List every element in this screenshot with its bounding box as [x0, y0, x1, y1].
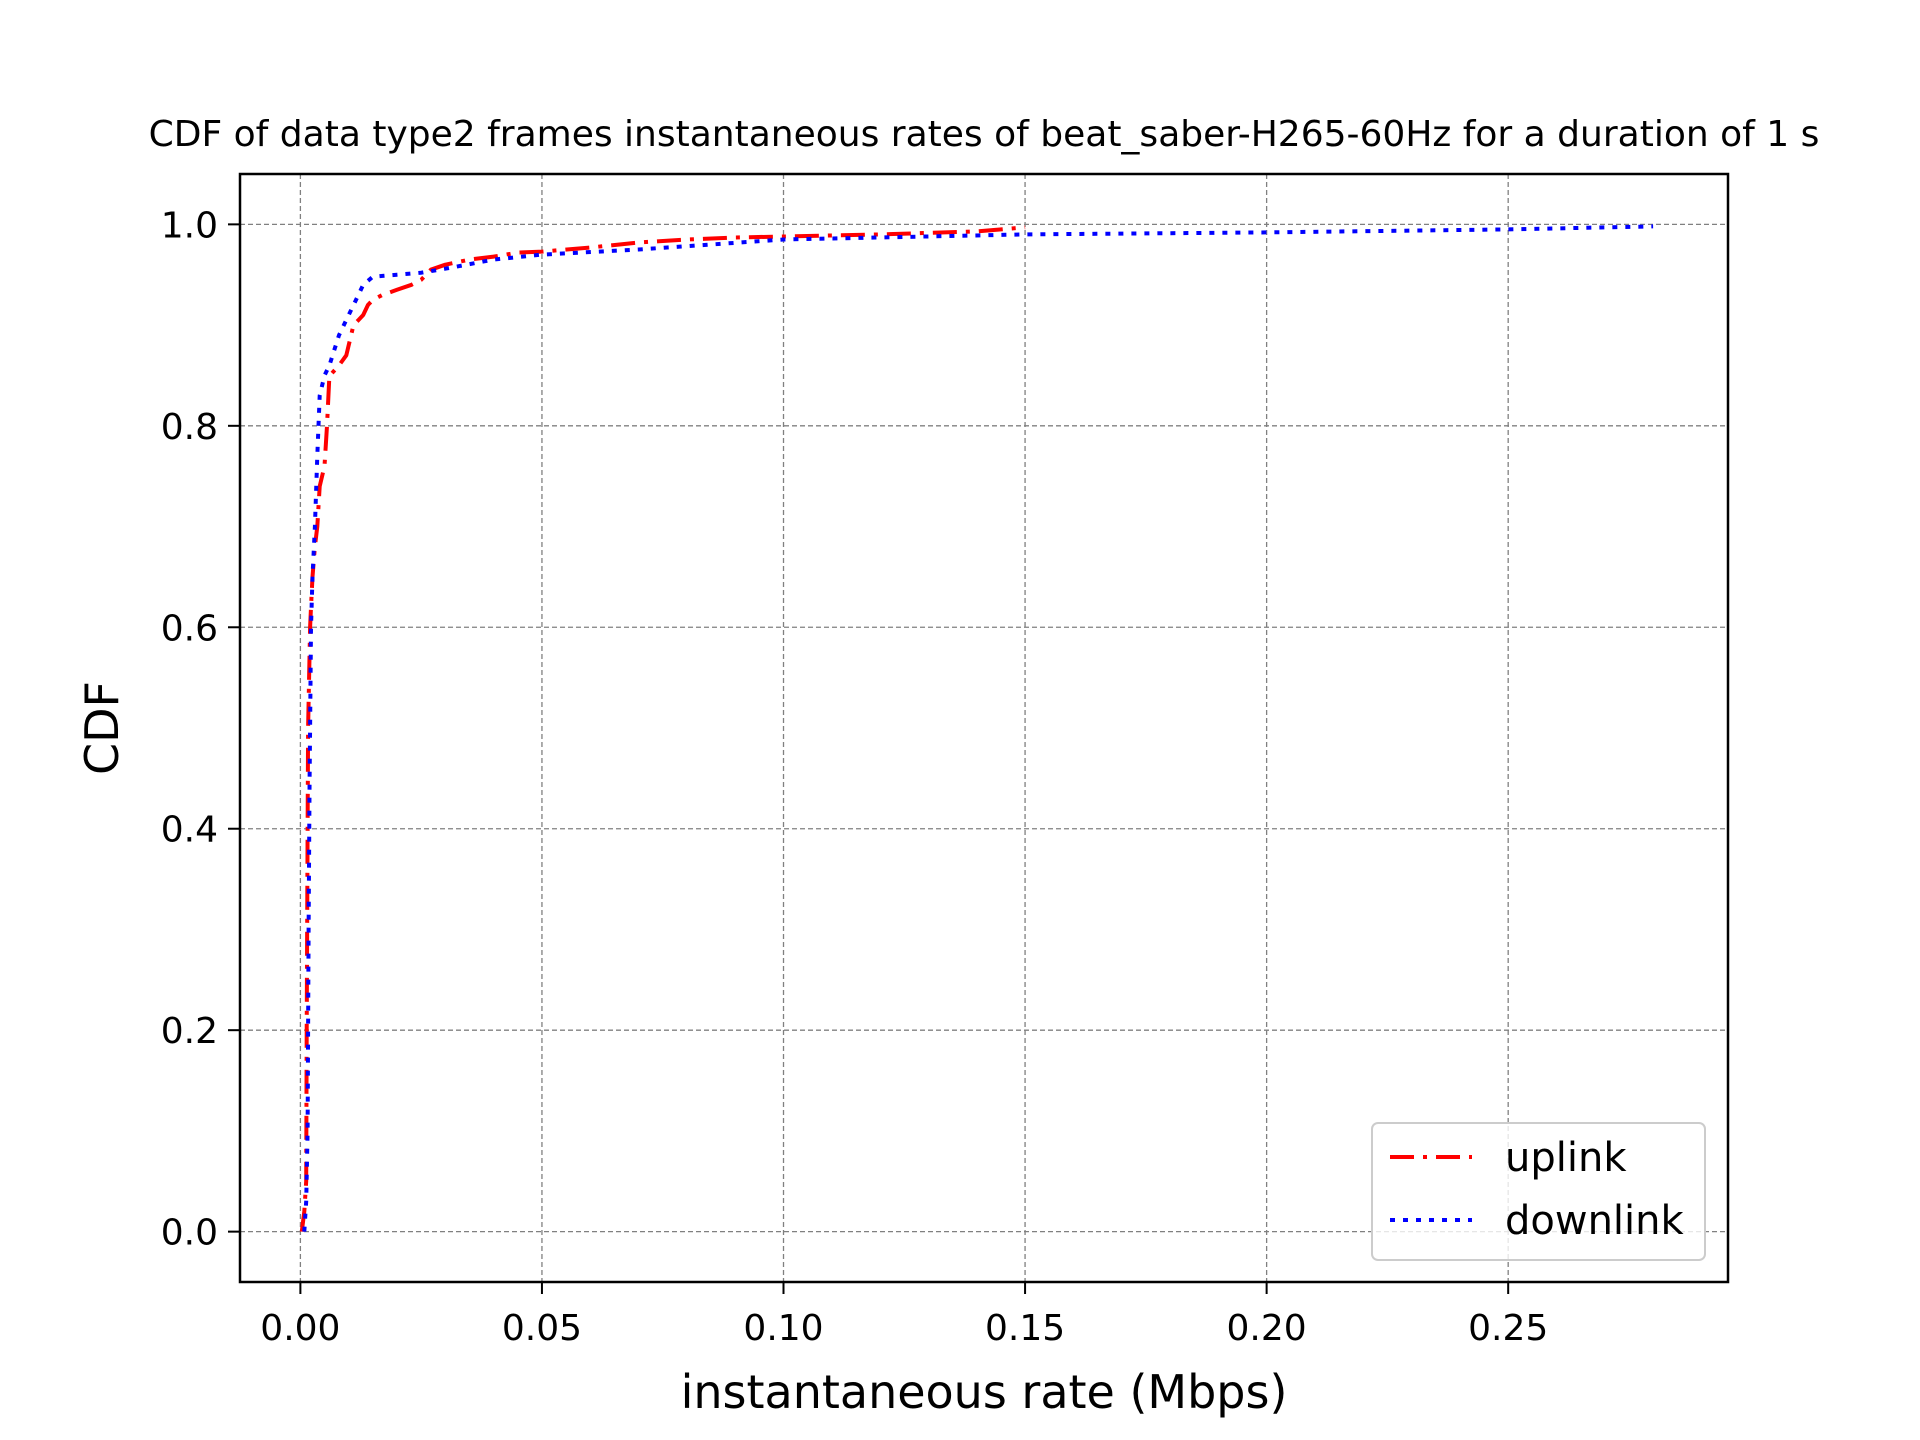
x-tick-label: 0.15 — [985, 1308, 1065, 1349]
plot-lines — [299, 224, 1654, 1232]
y-tick-label: 0.4 — [161, 810, 218, 851]
y-tick-label: 0.0 — [161, 1213, 218, 1254]
y-tick-label: 1.0 — [161, 205, 218, 246]
plot-frame — [238, 172, 1730, 1284]
x-axis: 0.00 0.05 0.10 0.15 0.20 0.25 — [260, 1282, 1548, 1349]
chart-title: CDF of data type2 frames instantaneous r… — [149, 114, 1820, 155]
legend-label-downlink: downlink — [1505, 1198, 1685, 1244]
x-tick-label: 0.05 — [502, 1308, 582, 1349]
y-axis: 0.0 0.2 0.4 0.6 0.8 1.0 — [161, 205, 240, 1254]
grid — [240, 174, 1728, 1282]
y-tick-label: 0.2 — [161, 1011, 218, 1052]
y-axis-label: CDF — [75, 681, 129, 775]
legend: uplink downlink — [1371, 1122, 1706, 1261]
y-tick-label: 0.8 — [161, 407, 218, 448]
x-tick-label: 0.25 — [1468, 1308, 1548, 1349]
x-tick-label: 0.00 — [260, 1308, 340, 1349]
x-tick-label: 0.10 — [743, 1308, 823, 1349]
y-tick-label: 0.6 — [161, 608, 218, 649]
series-line-uplink — [299, 225, 1026, 1232]
x-axis-label: instantaneous rate (Mbps) — [681, 1365, 1288, 1419]
legend-label-uplink: uplink — [1505, 1135, 1627, 1181]
x-tick-label: 0.20 — [1227, 1308, 1307, 1349]
